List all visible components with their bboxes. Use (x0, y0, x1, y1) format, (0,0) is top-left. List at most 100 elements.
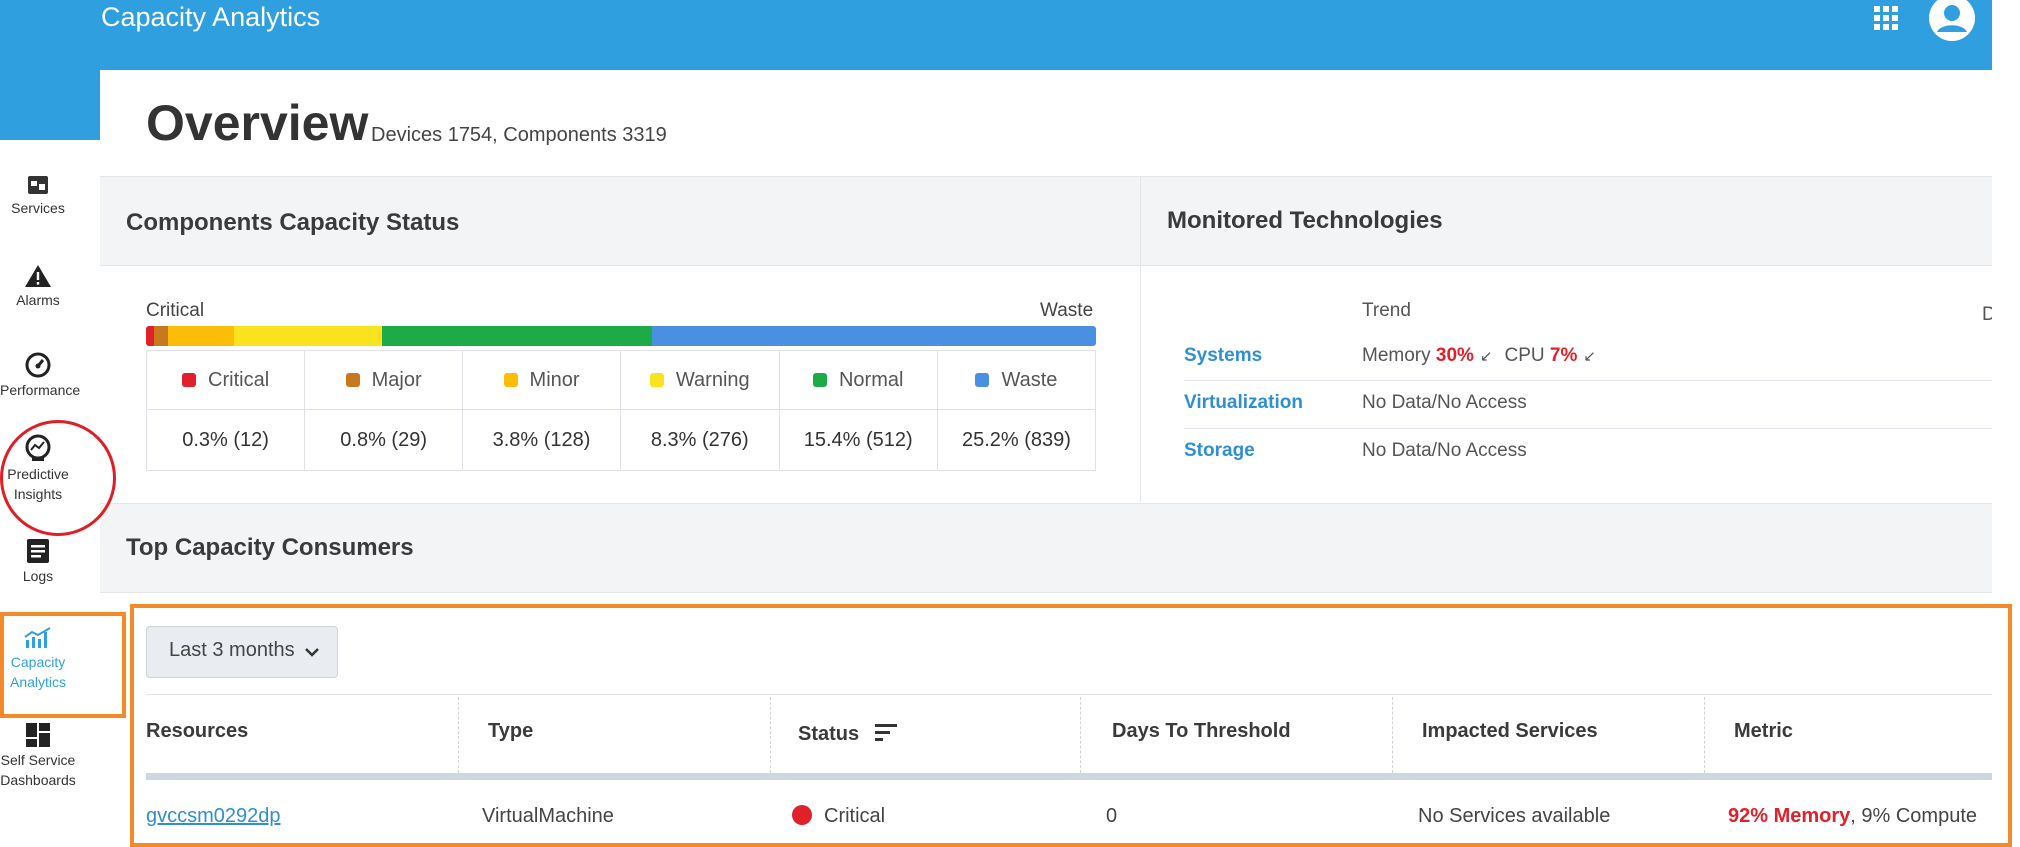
trend-down-icon: ↙ (1583, 348, 1596, 365)
table-row-metric: 92% Memory, 9% Compute (1728, 805, 1977, 828)
capacity-bar-segment (381, 326, 653, 346)
user-avatar-icon[interactable] (1928, 0, 1976, 42)
sidebar-item-logs[interactable]: Logs (0, 538, 76, 586)
top-consumers-header: Top Capacity Consumers (100, 503, 1992, 593)
status-category-minor: Minor (462, 350, 621, 410)
capacity-stacked-bar (146, 326, 1096, 346)
status-category-value: 25.2% (839) (936, 409, 1097, 471)
capacity-bar-segment (167, 326, 235, 346)
sidebar-item-label: Logs (22, 568, 54, 584)
page-title: Overview (146, 95, 369, 151)
app-grid-icon[interactable] (1874, 6, 1898, 30)
chevron-down-icon (305, 648, 319, 657)
status-category-value: 3.8% (128) (462, 409, 621, 471)
memory-label: Memory (1362, 345, 1431, 366)
column-header-metric[interactable]: Metric (1734, 720, 1793, 742)
sidebar-item-self-service-dashboards[interactable]: Self Service Dashboards (0, 722, 76, 790)
header-strip (0, 70, 100, 140)
time-range-dropdown[interactable]: Last 3 months (146, 626, 338, 678)
panel-divider (1140, 176, 1141, 502)
table-top-border (146, 694, 1992, 695)
status-category-normal: Normal (778, 350, 938, 410)
monitored-tech-header: Monitored Technologies (1141, 176, 1992, 266)
dashboards-icon (26, 723, 50, 747)
legend-swatch (812, 372, 827, 387)
column-header-days-to-threshold[interactable]: Days To Threshold (1112, 720, 1291, 742)
column-header-impacted-services[interactable]: Impacted Services (1422, 720, 1598, 742)
row-divider (1184, 428, 1992, 429)
sidebar-item-capacity-analytics[interactable]: Capacity Analytics (0, 626, 76, 692)
bar-label-waste: Waste (1040, 300, 1094, 321)
status-text: Critical (824, 805, 886, 827)
column-separator (1080, 697, 1081, 773)
status-category-value: 0.8% (29) (304, 409, 464, 471)
capacity-bar-segment (652, 326, 1096, 346)
sidebar-item-label: Performance (0, 382, 81, 398)
status-category-label: Minor (529, 368, 580, 391)
sidebar-item-services[interactable]: Services (0, 174, 76, 218)
capacity-bar-segment (234, 326, 382, 346)
table-row-type: VirtualMachine (482, 805, 614, 827)
gauge-icon (25, 352, 51, 378)
status-header-label: Status (798, 723, 860, 745)
annotation-box-consumers-table (130, 604, 2012, 847)
monitored-tech-title: Monitored Technologies (1167, 207, 1443, 234)
tech-systems-link[interactable]: Systems (1184, 345, 1263, 366)
annotation-circle-predictive (0, 420, 116, 536)
resource-link[interactable]: gvccsm0292dp (146, 805, 281, 827)
status-category-value: 8.3% (276) (619, 409, 780, 471)
row-divider (1184, 380, 1992, 381)
page-subtitle: Devices 1754, Components 3319 (371, 124, 667, 146)
capacity-status-header: Components Capacity Status (100, 176, 1140, 266)
sidebar-item-label-line2: Analytics (9, 674, 67, 690)
sidebar-item-label: Services (11, 200, 65, 216)
legend-swatch (975, 372, 990, 387)
alarm-triangle-icon (25, 265, 51, 287)
column-header-resources[interactable]: Resources (146, 720, 249, 742)
legend-swatch (503, 372, 518, 387)
logs-icon (27, 539, 49, 563)
status-category-label: Normal (838, 368, 904, 391)
trend-column-label: Trend (1362, 300, 1411, 321)
cpu-value: 7% (1549, 345, 1578, 366)
column-header-type[interactable]: Type (488, 720, 534, 742)
window-edge (1992, 0, 2020, 847)
tech-storage-value: No Data/No Access (1362, 440, 1527, 461)
status-category-major: Major (304, 350, 464, 410)
column-separator (770, 697, 771, 773)
capacity-bar-segment (153, 326, 168, 346)
column-header-status[interactable]: Status (798, 722, 901, 746)
sidebar-item-label-line2: Dashboards (0, 772, 76, 788)
sort-icon[interactable] (873, 722, 901, 742)
metric-highlight: 92% Memory (1728, 805, 1851, 827)
capacity-bar-segment (146, 326, 154, 346)
tech-virtualization-link[interactable]: Virtualization (1184, 392, 1303, 413)
tech-virtualization-value: No Data/No Access (1362, 392, 1527, 413)
cpu-label: CPU (1504, 345, 1545, 366)
column-separator (1392, 697, 1393, 773)
services-icon (28, 176, 48, 194)
table-row-services: No Services available (1418, 805, 1611, 827)
capacity-status-table: Critical Major Minor Warning Normal Waste 0.3… (145, 350, 1097, 471)
status-category-label: Critical (208, 368, 270, 391)
status-category-label: Warning (675, 368, 750, 391)
tech-systems-trend: Memory 30% ↙ CPU 7% ↙ (1362, 345, 1608, 367)
memory-value: 30% (1435, 345, 1474, 366)
trend-down-icon: ↙ (1479, 348, 1493, 365)
status-category-waste: Waste (936, 350, 1097, 410)
sidebar-item-performance[interactable]: Performance (0, 352, 80, 400)
legend-swatch (182, 372, 197, 387)
sidebar-item-label: Alarms (16, 292, 60, 308)
annotation-box-capacity-nav (0, 612, 126, 718)
top-bar: Capacity Analytics (0, 0, 1992, 70)
status-category-label: Major (371, 368, 422, 391)
metric-rest: , 9% Compute (1850, 805, 1978, 827)
sidebar-item-alarms[interactable]: Alarms (0, 264, 76, 310)
time-range-value: Last 3 months (169, 639, 295, 661)
tech-storage-link[interactable]: Storage (1184, 440, 1255, 461)
sidebar-item-label-line1: Capacity (10, 654, 66, 670)
table-header-underline (146, 773, 1992, 780)
legend-swatch (345, 372, 360, 387)
table-row-resource[interactable]: gvccsm0292dp (146, 805, 281, 828)
legend-swatch (649, 372, 664, 387)
